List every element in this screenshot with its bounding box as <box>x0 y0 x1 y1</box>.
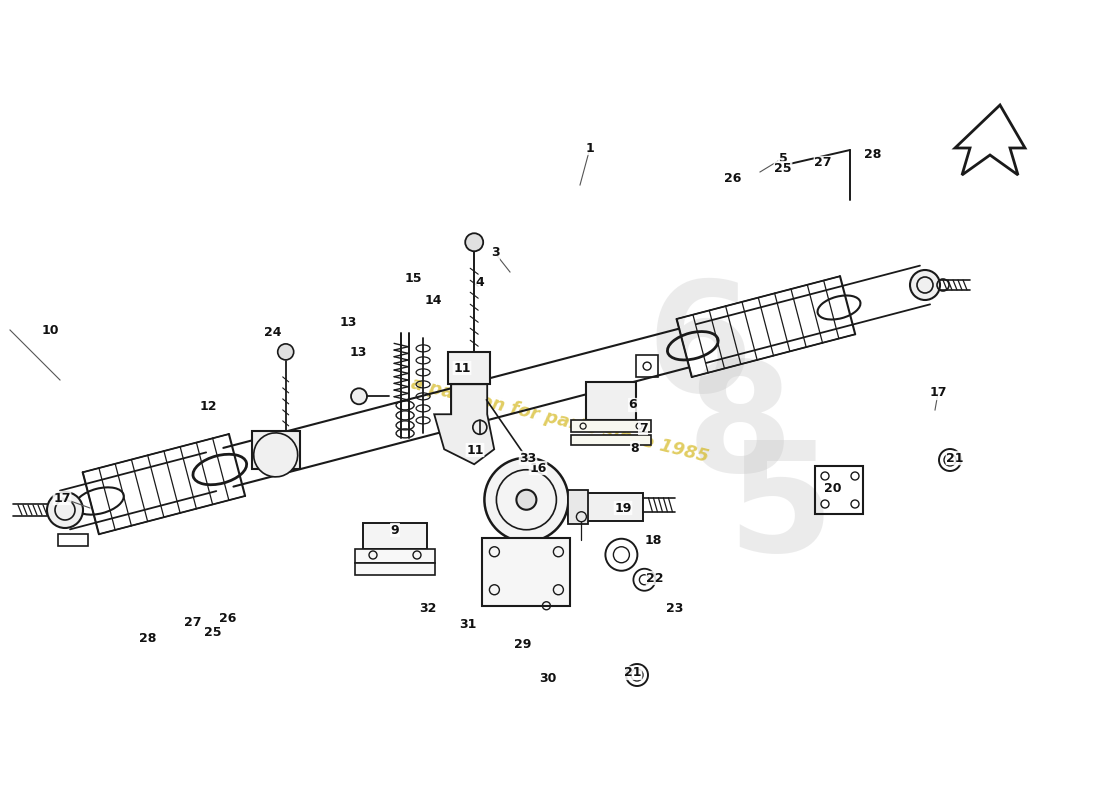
Text: 27: 27 <box>814 157 832 170</box>
Circle shape <box>277 344 294 360</box>
Text: 6: 6 <box>647 275 754 425</box>
Circle shape <box>465 234 483 251</box>
Ellipse shape <box>254 433 298 477</box>
Text: 18: 18 <box>645 534 662 546</box>
Text: 3: 3 <box>491 246 499 259</box>
Bar <box>586 382 636 420</box>
Bar <box>569 490 589 524</box>
Text: 27: 27 <box>185 617 201 630</box>
Text: 7: 7 <box>639 422 648 434</box>
Polygon shape <box>434 384 494 464</box>
Circle shape <box>516 490 537 510</box>
Text: 23: 23 <box>667 602 684 614</box>
Text: 21: 21 <box>625 666 641 679</box>
Text: 32: 32 <box>419 602 437 614</box>
Text: 25: 25 <box>774 162 792 174</box>
Circle shape <box>47 492 82 528</box>
Bar <box>483 538 571 606</box>
Circle shape <box>484 458 569 542</box>
Bar <box>355 549 434 563</box>
Bar <box>571 420 651 432</box>
Text: 26: 26 <box>724 171 741 185</box>
Bar <box>363 523 427 549</box>
Polygon shape <box>955 105 1025 175</box>
Text: 31: 31 <box>460 618 476 631</box>
Text: 8: 8 <box>630 442 639 454</box>
Text: 9: 9 <box>390 523 399 537</box>
Text: a passion for parts since 1985: a passion for parts since 1985 <box>409 374 711 466</box>
Text: 4: 4 <box>475 277 484 290</box>
Text: 28: 28 <box>865 149 882 162</box>
Text: 20: 20 <box>824 482 842 494</box>
Text: 26: 26 <box>219 611 236 625</box>
Circle shape <box>473 420 487 434</box>
Text: 5: 5 <box>779 151 788 165</box>
Text: 33: 33 <box>519 451 537 465</box>
Text: 25: 25 <box>205 626 222 639</box>
Text: 6: 6 <box>629 398 637 411</box>
Text: 14: 14 <box>425 294 442 306</box>
Text: 8: 8 <box>686 355 793 505</box>
Bar <box>569 493 644 521</box>
Bar <box>636 355 658 377</box>
Bar <box>252 431 299 469</box>
Text: 11: 11 <box>466 443 484 457</box>
Text: 12: 12 <box>199 401 217 414</box>
Text: 17: 17 <box>53 491 70 505</box>
Circle shape <box>910 270 940 300</box>
Bar <box>571 435 651 445</box>
Text: 15: 15 <box>405 271 421 285</box>
Text: 30: 30 <box>539 671 557 685</box>
Text: 29: 29 <box>515 638 531 651</box>
Circle shape <box>351 388 367 404</box>
Bar <box>448 352 491 384</box>
Text: 13: 13 <box>339 317 356 330</box>
Text: 19: 19 <box>614 502 631 514</box>
Text: 5: 5 <box>727 435 833 585</box>
Text: 28: 28 <box>140 631 156 645</box>
Text: 21: 21 <box>946 451 964 465</box>
Text: 13: 13 <box>350 346 366 358</box>
Text: 11: 11 <box>453 362 471 374</box>
Text: 17: 17 <box>930 386 947 399</box>
Bar <box>815 466 864 514</box>
Bar <box>355 563 434 575</box>
Text: 10: 10 <box>42 323 58 337</box>
Text: 1: 1 <box>585 142 594 154</box>
Text: 22: 22 <box>647 571 663 585</box>
Text: 16: 16 <box>529 462 547 474</box>
Bar <box>57 534 88 546</box>
Text: 24: 24 <box>264 326 282 339</box>
